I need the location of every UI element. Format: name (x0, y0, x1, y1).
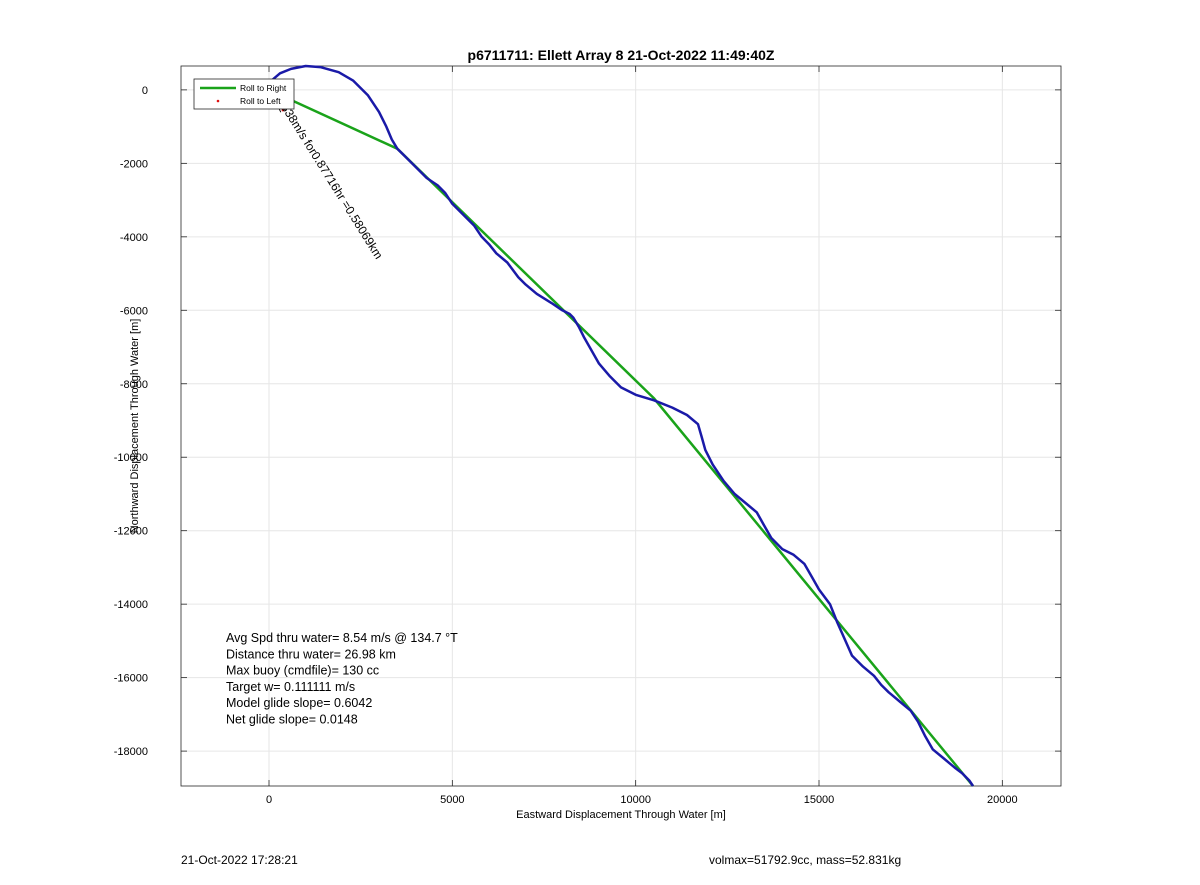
legend-roll-right-label: Roll to Right (240, 83, 287, 93)
stats-line: Target w= 0.111111 m/s (226, 680, 355, 694)
drift-annotation: 0.1838m/s for0.87716hr =0.58069km (269, 87, 385, 262)
legend: Roll to Right Roll to Left (193, 78, 295, 110)
legend-roll-left-swatch (216, 99, 220, 103)
chart-title: p6711711: Ellett Array 8 21-Oct-2022 11:… (468, 47, 775, 63)
y-tick-label: -2000 (120, 158, 148, 170)
stats-line: Distance thru water= 26.98 km (226, 647, 396, 661)
annotations: 0.1838m/s for0.87716hr =0.58069km1.02Avg… (226, 87, 458, 727)
y-tick-label: -4000 (120, 232, 148, 244)
axis-ticks: 0 5000 10000 15000 20000 0 -2000 -4000 -6000 -800… (114, 66, 1061, 806)
glider-track-line (267, 64, 975, 787)
stats-line: Avg Spd thru water= 8.54 m/s @ 134.7 °T (226, 631, 458, 645)
legend-roll-left-label: Roll to Left (240, 96, 281, 106)
plot-area (180, 65, 1062, 787)
y-tick-label: -6000 (120, 305, 148, 317)
stats-line: Net glide slope= 0.0148 (226, 713, 358, 727)
y-tick-label: -8000 (120, 379, 148, 391)
legend-box (193, 78, 295, 110)
y-tick-label: -18000 (114, 746, 148, 758)
x-tick-label: 10000 (620, 794, 651, 806)
stats-line: Model glide slope= 0.6042 (226, 696, 372, 710)
y-tick-label: -14000 (114, 599, 148, 611)
net-displacement-line (268, 88, 974, 787)
x-tick-label: 5000 (440, 794, 464, 806)
x-axis-label: Eastward Displacement Through Water [m] (516, 809, 726, 821)
y-tick-label: -10000 (114, 452, 148, 464)
y-tick-label: -16000 (114, 673, 148, 685)
footer-timestamp: 21-Oct-2022 17:28:21 (181, 853, 298, 867)
y-tick-label: -12000 (114, 526, 148, 538)
roll-left-point (281, 108, 285, 112)
stats-line: Max buoy (cmdfile)= 130 cc (226, 664, 379, 678)
y-tick-label: 0 (142, 85, 148, 97)
y-axis-label: Northward Displacement Through Water [m] (129, 319, 141, 534)
x-tick-label: 15000 (804, 794, 835, 806)
x-tick-label: 0 (266, 794, 272, 806)
grid-lines (181, 66, 1061, 786)
footer-mass-info: volmax=51792.9cc, mass=52.831kg (709, 853, 902, 867)
x-tick-label: 20000 (987, 794, 1018, 806)
